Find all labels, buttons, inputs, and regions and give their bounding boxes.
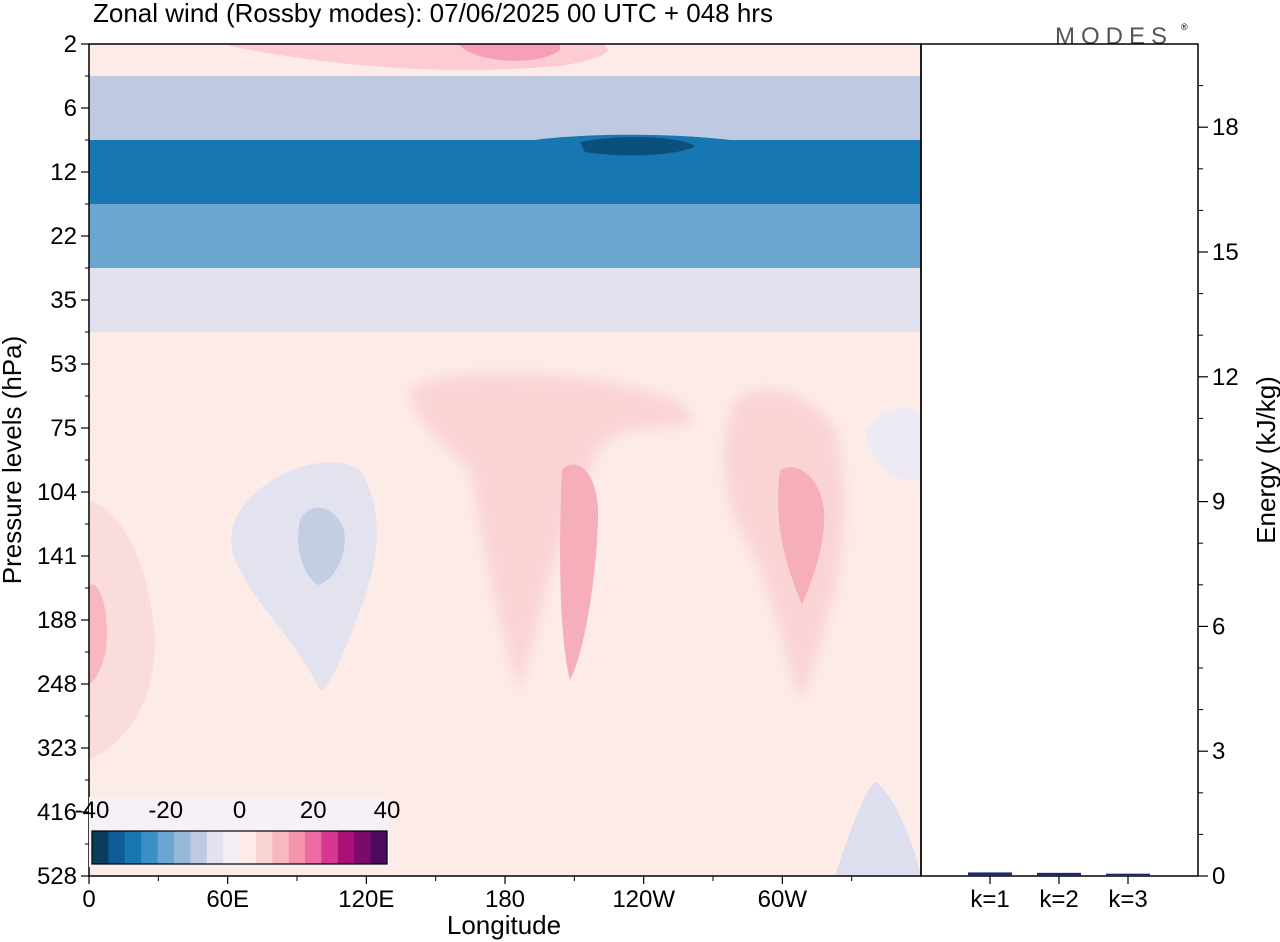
x-tick-label-60E: 60E — [206, 886, 249, 913]
y-tick-label-323: 323 — [37, 735, 77, 762]
easterly-blob — [231, 462, 377, 690]
longitude-axis: 0 60E 120E 180 120W 60W — [82, 876, 853, 913]
y-tick-label-75: 75 — [50, 415, 77, 442]
energy-categories: k=1 k=2 k=3 — [970, 876, 1148, 913]
colorbar-swatch — [321, 831, 339, 864]
energy-cat-label-1: k=1 — [970, 886, 1009, 913]
y-tick-label-6: 6 — [64, 95, 77, 122]
energy-bars — [968, 872, 1150, 876]
colorbar-swatch — [305, 831, 322, 864]
modes-logo: MODES — [1055, 23, 1173, 50]
y-tick-label-416: 416 — [37, 799, 77, 826]
colorbar-swatch — [157, 831, 175, 864]
energy-tick-label-15: 15 — [1212, 239, 1239, 266]
energy-bar-1 — [968, 872, 1012, 876]
x-tick-label-120E: 120E — [338, 886, 394, 913]
colorbar-frame — [91, 830, 388, 865]
colorbar-swatch — [173, 831, 191, 864]
y-tick-label-2: 2 — [64, 31, 77, 58]
colorbar-swatch — [190, 831, 208, 864]
colorbar-swatch — [255, 831, 273, 864]
y-tick-label-104: 104 — [37, 479, 77, 506]
energy-axis: 0 3 6 9 12 15 18 — [1198, 85, 1239, 890]
heat-band-323 — [89, 716, 921, 781]
energy-bar-3 — [1106, 873, 1150, 876]
y-tick-label-53: 53 — [50, 351, 77, 378]
colorbar-label-0: 0 — [233, 797, 246, 824]
heatmap-plot — [89, 44, 921, 876]
pressure-axis: 2 6 12 22 35 53 75 104 141 188 248 323 416 528 — [37, 31, 89, 890]
y-tick-label-248: 248 — [37, 671, 77, 698]
energy-frame — [920, 43, 1199, 877]
colorbar-swatch — [124, 831, 142, 864]
westerly-core-b — [778, 466, 825, 605]
colorbar-swatch — [92, 831, 109, 864]
colorbar-swatch — [223, 831, 240, 864]
colorbar-swatch — [239, 831, 257, 864]
jet-core-blob — [495, 134, 790, 183]
westerly-blob-a — [410, 373, 692, 690]
colorbar-swatch — [288, 831, 306, 864]
surface-easterly — [835, 782, 921, 876]
heatmap-features — [89, 44, 921, 876]
chart-title: Zonal wind (Rossby modes): 07/06/2025 00… — [93, 0, 773, 28]
heat-band-6 — [89, 76, 921, 141]
colorbar-label--20: -20 — [148, 797, 183, 824]
modes-logo-mark: ® — [1181, 22, 1188, 32]
energy-tick-label-18: 18 — [1212, 114, 1239, 141]
colorbar-label-40: 40 — [374, 797, 401, 824]
y-tick-label-141: 141 — [37, 543, 77, 570]
energy-axis-title: Energy (kJ/kg) — [1251, 376, 1280, 544]
colorbar-legend: -40 -20 0 20 40 — [75, 797, 401, 867]
colorbar-swatch — [354, 831, 372, 864]
colorbar-swatch — [206, 831, 224, 864]
heat-band-22 — [89, 204, 921, 269]
heat-band-248 — [89, 652, 921, 717]
x-axis-title: Longitude — [447, 910, 561, 940]
energy-cat-label-2: k=2 — [1039, 886, 1078, 913]
y-tick-label-528: 528 — [37, 863, 77, 890]
energy-panel: 0 3 6 9 12 15 18 k=1 k=2 k=3 Energy (kJ/kg) — [920, 43, 1280, 913]
colorbar-swatch — [272, 831, 290, 864]
west-edge-blob — [89, 500, 155, 760]
x-tick-label-120W: 120W — [612, 886, 675, 913]
energy-tick-label-0: 0 — [1212, 863, 1225, 890]
colorbar-swatch — [337, 831, 355, 864]
westerly-core-a — [560, 464, 599, 680]
y-tick-label-188: 188 — [37, 607, 77, 634]
jet-core-center — [580, 137, 695, 156]
colorbar-labels: -40 -20 0 20 40 — [75, 797, 401, 824]
x-tick-label-60W: 60W — [758, 886, 808, 913]
energy-tick-label-9: 9 — [1212, 489, 1225, 516]
energy-cat-label-3: k=3 — [1108, 886, 1147, 913]
y-tick-label-12: 12 — [50, 159, 77, 186]
energy-tick-label-12: 12 — [1212, 364, 1239, 391]
colorbar-swatch — [108, 831, 126, 864]
easterly-core — [298, 507, 345, 585]
upper-positive-core — [460, 44, 560, 61]
colorbar-label--40: -40 — [75, 797, 110, 824]
east-edge-blob — [865, 408, 921, 481]
colorbar-swatches — [92, 831, 388, 864]
y-tick-label-22: 22 — [50, 223, 77, 250]
energy-tick-label-3: 3 — [1212, 738, 1225, 765]
colorbar-swatch — [370, 831, 388, 864]
y-tick-label-35: 35 — [50, 287, 77, 314]
west-edge-core — [89, 584, 107, 685]
y-axis-title: Pressure levels (hPa) — [0, 336, 27, 585]
energy-tick-label-6: 6 — [1212, 613, 1225, 640]
x-tick-label-180: 180 — [485, 886, 525, 913]
x-tick-label-0: 0 — [82, 886, 95, 913]
colorbar-swatch — [141, 831, 159, 864]
energy-bar-2 — [1037, 872, 1081, 876]
heat-band-35 — [89, 268, 921, 333]
colorbar-label-20: 20 — [300, 797, 327, 824]
